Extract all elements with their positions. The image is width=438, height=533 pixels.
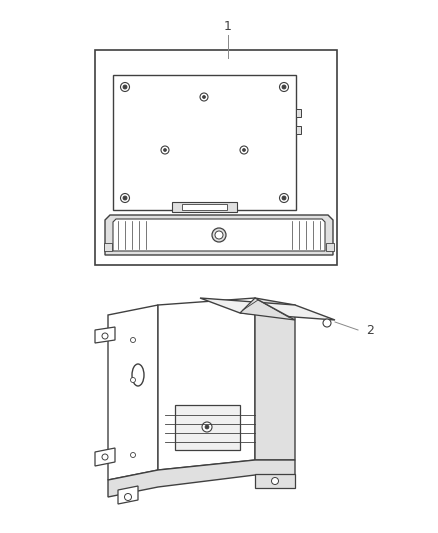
Circle shape (131, 337, 135, 343)
Text: 1: 1 (224, 20, 232, 34)
Circle shape (202, 95, 205, 99)
Circle shape (279, 193, 289, 203)
Bar (113, 75, 296, 210)
Circle shape (123, 196, 127, 200)
Circle shape (215, 231, 223, 239)
Bar (175, 405, 240, 450)
Circle shape (124, 494, 131, 500)
Circle shape (120, 83, 130, 92)
Circle shape (200, 93, 208, 101)
Circle shape (102, 333, 108, 339)
Polygon shape (240, 298, 295, 320)
Circle shape (131, 453, 135, 457)
Circle shape (131, 377, 135, 383)
Circle shape (212, 228, 226, 242)
Circle shape (202, 422, 212, 432)
Circle shape (120, 193, 130, 203)
Circle shape (272, 478, 279, 484)
Circle shape (161, 146, 169, 154)
Polygon shape (200, 298, 335, 320)
Polygon shape (158, 298, 255, 470)
Bar (296, 109, 301, 117)
Bar (95, 50, 337, 265)
Polygon shape (108, 305, 158, 480)
Bar (182, 204, 227, 210)
Circle shape (282, 196, 286, 200)
Bar (104, 243, 112, 251)
Polygon shape (113, 219, 325, 251)
Polygon shape (95, 327, 115, 343)
Text: 2: 2 (366, 324, 374, 336)
Polygon shape (108, 460, 295, 497)
Bar (296, 126, 301, 134)
Circle shape (240, 146, 248, 154)
Circle shape (279, 83, 289, 92)
Polygon shape (255, 474, 295, 488)
Bar (172, 202, 237, 212)
Polygon shape (105, 215, 333, 255)
Bar (326, 243, 334, 251)
Circle shape (243, 149, 246, 151)
Circle shape (102, 454, 108, 460)
Polygon shape (95, 448, 115, 466)
Circle shape (123, 85, 127, 89)
Polygon shape (118, 486, 138, 504)
Ellipse shape (132, 364, 144, 386)
Circle shape (163, 149, 166, 151)
Circle shape (205, 425, 209, 429)
Polygon shape (255, 298, 295, 460)
Circle shape (282, 85, 286, 89)
Circle shape (323, 319, 331, 327)
